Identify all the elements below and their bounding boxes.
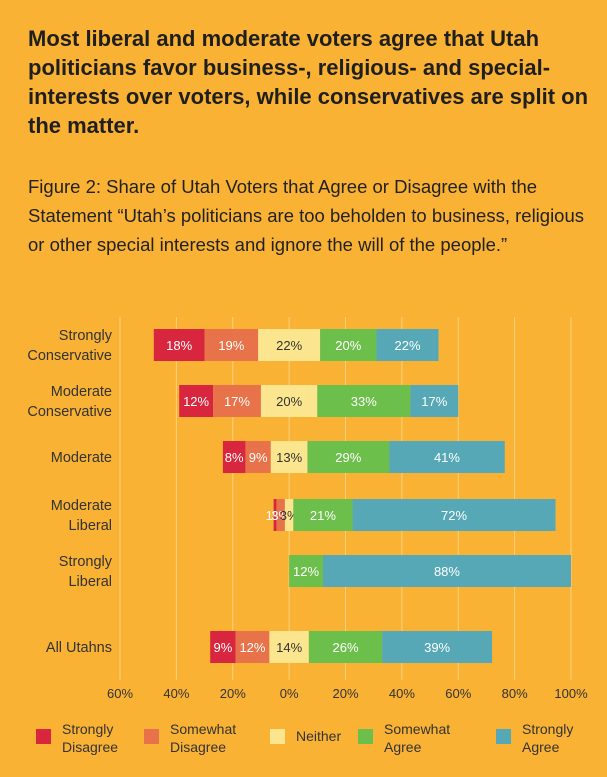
data-label: 22% [276, 338, 302, 353]
bar-segment [376, 329, 439, 361]
legend-swatch [358, 729, 373, 744]
data-label: 12% [183, 394, 209, 409]
bar-segment [289, 555, 323, 587]
stacked-bar-chart: 60% 40% 20% 0% 20% 40% 60% 80% 100% Strongly Conse… [27, 317, 588, 701]
data-label: 12% [239, 640, 265, 655]
legend-label: Somewhat Disagree [170, 721, 237, 755]
x-tick-label: 40% [389, 686, 415, 701]
data-label: 33% [351, 394, 377, 409]
figure-caption: Figure 2: Share of Utah Voters that Agre… [28, 176, 585, 255]
data-label: 26% [332, 640, 358, 655]
bar-segment [213, 385, 261, 417]
bar-segment [245, 441, 271, 473]
bar-segment [317, 385, 411, 417]
data-label: 72% [441, 508, 467, 523]
x-tick-label: 20% [332, 686, 358, 701]
legend-swatch [144, 729, 159, 744]
x-tick-label: 40% [163, 686, 189, 701]
bar-segment [308, 631, 383, 663]
x-tick-label: 100% [554, 686, 588, 701]
bar-segment [235, 631, 270, 663]
data-label: 8% [225, 450, 244, 465]
x-tick-label: 20% [220, 686, 246, 701]
category-label: Moderate [51, 450, 112, 466]
legend-swatch [270, 729, 285, 744]
legend-swatch [36, 729, 51, 744]
category-label: Conservative [27, 404, 112, 420]
bar-segment [276, 499, 285, 531]
bar-segment [293, 499, 353, 531]
category-label: Moderate [51, 498, 112, 514]
category-label: Moderate [51, 384, 112, 400]
bar-segment [204, 329, 259, 361]
data-label: 19% [218, 338, 244, 353]
bar-segment [322, 555, 571, 587]
data-label: 18% [166, 338, 192, 353]
legend-label: Somewhat Agree [384, 721, 451, 755]
bar-segment [153, 329, 205, 361]
x-tick-label: 60% [107, 686, 133, 701]
bar-segment [410, 385, 459, 417]
data-label: 17% [224, 394, 250, 409]
category-label: Liberal [68, 518, 112, 534]
data-label: 17% [421, 394, 447, 409]
x-tick-label: 0% [280, 686, 299, 701]
legend-label: Neither [296, 728, 342, 744]
bar-segment [284, 499, 294, 531]
category-label: Strongly [59, 328, 113, 344]
legend-label: Strongly Agree [522, 721, 574, 755]
x-tick-label: 80% [502, 686, 528, 701]
category-label: Liberal [68, 574, 112, 590]
data-label: 21% [310, 508, 336, 523]
bar-segment [269, 631, 309, 663]
category-label: Conservative [27, 348, 112, 364]
data-label: 12% [293, 564, 319, 579]
bar-segment [258, 329, 321, 361]
bar-segment [210, 631, 236, 663]
x-tick-label: 60% [445, 686, 471, 701]
category-label: All Utahns [46, 640, 112, 656]
bar-segment [389, 441, 505, 473]
data-label: 88% [434, 564, 460, 579]
bar-segment [273, 499, 277, 531]
data-label: 39% [424, 640, 450, 655]
legend-label: Strongly Disagree [62, 721, 119, 755]
page-title: Most liberal and moderate voters agree t… [28, 26, 589, 138]
bar-segment [352, 499, 556, 531]
bar-segment [307, 441, 390, 473]
bar-segment [382, 631, 493, 663]
data-label: 20% [276, 394, 302, 409]
data-label: 20% [335, 338, 361, 353]
bar-segment [222, 441, 246, 473]
chart-legend: Strongly Disagree Somewhat Disagree Neither S… [36, 720, 596, 760]
bar-segment [179, 385, 214, 417]
data-label: 41% [434, 450, 460, 465]
bar-segment [270, 441, 308, 473]
data-label: 22% [394, 338, 420, 353]
data-label: 9% [213, 640, 232, 655]
bar-segment [320, 329, 377, 361]
data-label: 9% [249, 450, 268, 465]
bar-segment [260, 385, 318, 417]
legend-swatch [496, 729, 511, 744]
data-label: 29% [335, 450, 361, 465]
category-label: Strongly [59, 554, 113, 570]
data-label: 13% [276, 450, 302, 465]
data-label: 14% [276, 640, 302, 655]
